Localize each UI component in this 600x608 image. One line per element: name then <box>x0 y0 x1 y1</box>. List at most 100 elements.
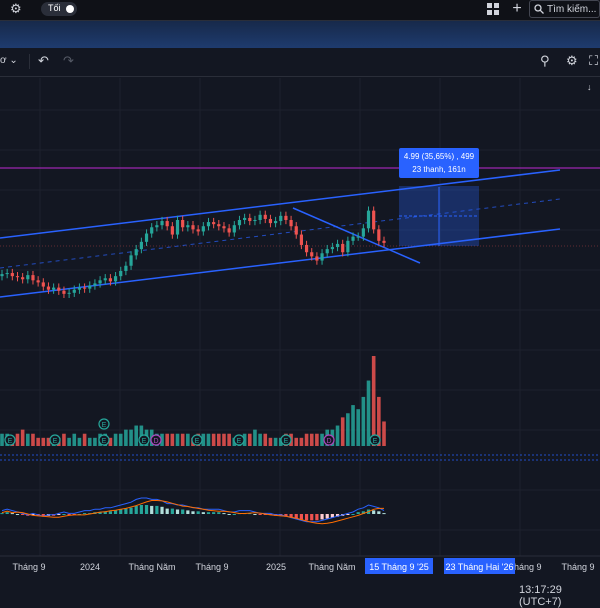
macd-histogram-bar <box>150 505 154 514</box>
candle-body <box>0 274 4 277</box>
time-axis-highlight: 23 Tháng Hai '26 <box>444 558 515 574</box>
macd-histogram-bar <box>372 510 376 514</box>
volume-bar <box>160 433 164 446</box>
macd-histogram-bar <box>315 514 319 521</box>
volume-bar <box>62 433 66 446</box>
measure-tooltip: 4.99 (35,65%) , 499 23 thanh, 161n <box>399 148 479 178</box>
macd-histogram-bar <box>325 514 329 519</box>
volume-marker[interactable]: E <box>98 434 110 446</box>
volume-marker-label: D <box>326 438 331 445</box>
volume-bar <box>361 396 366 446</box>
volume-bar <box>206 433 211 446</box>
macd-histogram-bar <box>382 513 386 515</box>
candle-body <box>356 236 360 238</box>
volume-bar <box>129 429 133 446</box>
volume-marker[interactable]: E <box>49 434 61 446</box>
candle-body <box>150 227 154 234</box>
macd-histogram-bar <box>15 514 20 515</box>
undo-icon[interactable]: ↶ <box>38 53 49 68</box>
macd-histogram-bar <box>67 514 71 515</box>
volume-marker[interactable]: E <box>369 434 381 446</box>
volume-bar <box>294 437 299 446</box>
time-axis-label: Tháng Năm <box>128 562 175 572</box>
volume-marker[interactable]: E <box>280 434 292 446</box>
fullscreen-icon[interactable]: ⛶ <box>589 53 599 68</box>
volume-bar <box>217 433 221 446</box>
macd-histogram-bar <box>299 514 304 520</box>
volume-bar <box>346 413 350 446</box>
volume-bar <box>72 433 77 446</box>
volume-marker[interactable]: E <box>233 434 245 446</box>
redo-icon[interactable]: ↷ <box>63 53 74 68</box>
candle-body <box>170 226 174 235</box>
scroll-down-icon[interactable]: ↓ <box>587 82 592 92</box>
macd-histogram-bar <box>10 513 14 515</box>
volume-marker[interactable]: E <box>98 418 110 430</box>
theme-toggle[interactable]: Tối <box>41 2 77 16</box>
time-axis-label: Tháng 9 <box>508 562 541 572</box>
candle-body <box>201 226 205 232</box>
volume-marker-label: E <box>8 438 13 445</box>
candle-body <box>26 275 30 280</box>
candle-body <box>98 280 102 284</box>
candle-body <box>351 236 355 241</box>
candle-body <box>57 287 61 291</box>
candle-body <box>108 278 113 282</box>
candle-body <box>67 292 71 294</box>
volume-marker[interactable]: D <box>323 434 335 446</box>
volume-bar <box>247 433 252 446</box>
candle-body <box>263 214 267 219</box>
channel-upper-line[interactable] <box>0 169 561 239</box>
theme-toggle-label: Tối <box>48 3 61 13</box>
macd-histogram-bar <box>0 513 4 515</box>
volume-bar <box>82 433 87 446</box>
volume-bar <box>309 433 314 446</box>
candle-body <box>181 220 185 228</box>
candle-body <box>243 217 247 220</box>
volume-bar <box>201 433 206 446</box>
add-button[interactable]: + <box>506 0 528 18</box>
macd-histogram-bar <box>217 512 221 514</box>
volume-marker-label: E <box>53 438 58 445</box>
candle-body <box>196 229 200 232</box>
volume-marker[interactable]: E <box>138 434 150 446</box>
quick-search-icon[interactable]: ⚲ <box>540 53 550 68</box>
volume-marker[interactable]: E <box>191 434 203 446</box>
candle-body <box>144 233 149 242</box>
settings-gear-icon[interactable]: ⚙ <box>566 53 578 68</box>
candle-body <box>155 225 159 228</box>
toggle-knob <box>66 5 74 13</box>
channel-lower-line[interactable] <box>0 228 561 298</box>
volume-marker[interactable]: D <box>150 434 162 446</box>
volume-bar <box>315 433 319 446</box>
candle-body <box>175 220 180 235</box>
volume-bar <box>253 429 257 446</box>
macd-histogram-bar <box>134 505 138 514</box>
macd-histogram-bar <box>304 514 309 521</box>
candle-body <box>382 240 386 243</box>
time-axis-highlight-box <box>444 558 515 574</box>
candle-body <box>15 276 20 278</box>
volume-bar <box>299 437 304 446</box>
volume-bar <box>113 433 118 446</box>
time-axis-label: 2025 <box>266 562 286 572</box>
gear-icon[interactable]: ⚙ <box>10 1 22 16</box>
macd-histogram-bar <box>103 511 107 514</box>
volume-marker-label: E <box>102 422 107 429</box>
interval-dropdown[interactable]: ơ ⌄ <box>0 55 18 66</box>
candle-body <box>268 218 273 224</box>
volume-marker-circle <box>4 434 16 446</box>
candle-body <box>217 224 221 227</box>
plus-icon: + <box>512 0 522 17</box>
volume-bar <box>242 433 247 446</box>
volume-bar <box>351 405 355 446</box>
trend-line[interactable] <box>292 207 421 264</box>
macd-signal-line <box>1 500 384 525</box>
macd-histogram-bar <box>258 514 262 515</box>
volume-marker[interactable]: E <box>4 434 16 446</box>
layout-grid-button[interactable] <box>482 0 504 18</box>
candle-body <box>232 225 236 233</box>
volume-bar <box>20 429 25 446</box>
macd-histogram-bar <box>113 510 118 514</box>
